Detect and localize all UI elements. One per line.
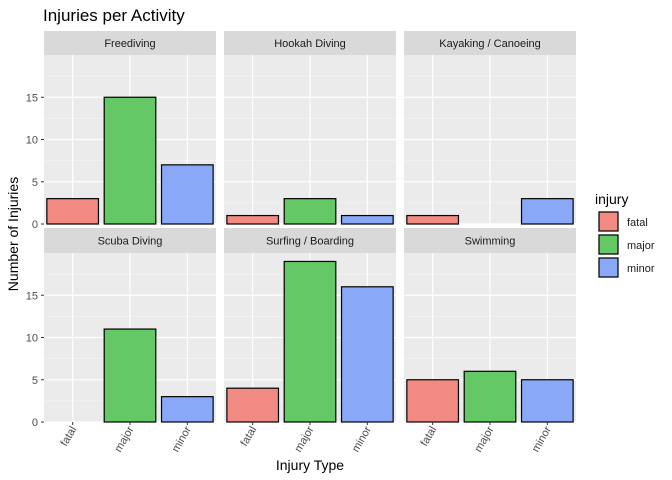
- x-tick-label-fatal: fatal: [418, 425, 439, 449]
- bar-surfing-boarding-minor: [340, 286, 394, 423]
- x-tick-label-major: major: [472, 424, 496, 454]
- bar-surfing-boarding-fatal: [226, 387, 280, 423]
- y-tick-label: 5: [32, 177, 38, 189]
- x-tick-label-minor: minor: [530, 424, 554, 454]
- legend-label-minor: minor: [627, 263, 655, 275]
- bar-freediving-fatal: [46, 198, 100, 225]
- legend-swatch-fatal: [598, 211, 619, 232]
- bar-freediving-minor: [160, 164, 214, 225]
- facet-strip-label: Surfing / Boarding: [266, 236, 354, 248]
- facet-strip-label: Freediving: [104, 38, 155, 50]
- x-tick-label-minor: minor: [350, 424, 374, 454]
- facet-strip-label: Hookah Diving: [274, 38, 346, 50]
- facet-freediving: Freediving 0 5 10 15: [26, 31, 216, 231]
- facet-surfing-boarding: Surfing / Boarding fatal major minor: [224, 228, 396, 454]
- bar-kayaking-canoeing-minor: [520, 198, 574, 225]
- y-axis-label: Number of Injuries: [5, 177, 21, 291]
- legend: injury fatal major minor: [595, 191, 655, 278]
- y-tick-label: 0: [32, 417, 38, 429]
- facet-panels: Freediving 0 5 10 15 Hookah Diving Kayaking / …: [26, 31, 576, 454]
- facet-hookah-diving: Hookah Diving: [224, 31, 396, 225]
- facet-strip: [44, 228, 216, 253]
- bar-hookah-diving-minor: [340, 214, 394, 225]
- chart-title: Injuries per Activity: [43, 6, 185, 25]
- facet-strip: [404, 31, 576, 55]
- bar-freediving-major: [103, 96, 157, 225]
- facet-strip-label: Kayaking / Canoeing: [439, 38, 541, 50]
- y-tick-label: 10: [26, 333, 38, 345]
- y-tick-label: 15: [26, 290, 38, 302]
- bar-kayaking-canoeing-fatal: [406, 214, 460, 225]
- legend-swatch-major: [598, 234, 619, 255]
- y-tick-label: 15: [26, 92, 38, 104]
- facet-kayaking-canoeing: Kayaking / Canoeing: [404, 31, 576, 225]
- x-axis-label: Injury Type: [276, 457, 344, 473]
- x-tick-label-major: major: [112, 424, 136, 454]
- x-tick-label-minor: minor: [170, 424, 194, 454]
- bar-surfing-boarding-major: [283, 260, 337, 423]
- legend-label-fatal: fatal: [627, 217, 648, 229]
- x-tick-label-major: major: [292, 424, 316, 454]
- facet-strip: [224, 31, 396, 55]
- y-tick-label: 10: [26, 135, 38, 147]
- facet-swimming: Swimming fatal major minor: [404, 228, 576, 454]
- facet-scuba-diving: Scuba Diving 0 5 10 15 fatal major minor: [26, 228, 216, 454]
- facet-strip: [224, 228, 396, 253]
- bar-scuba-diving-minor: [160, 396, 214, 423]
- facet-strip: [44, 31, 216, 55]
- y-tick-label: 5: [32, 375, 38, 387]
- x-tick-label-fatal: fatal: [58, 425, 79, 449]
- bar-hookah-diving-fatal: [226, 214, 280, 225]
- facet-strip-label: Scuba Diving: [98, 236, 163, 248]
- bar-scuba-diving-major: [103, 328, 157, 423]
- facet-strip-label: Swimming: [465, 236, 516, 248]
- legend-swatch-minor: [598, 257, 619, 278]
- legend-label-major: major: [627, 240, 655, 252]
- y-tick-label: 0: [32, 219, 38, 231]
- bar-swimming-minor: [520, 379, 574, 423]
- legend-title: injury: [595, 191, 628, 207]
- bar-hookah-diving-major: [283, 198, 337, 225]
- bar-swimming-major: [463, 370, 517, 423]
- facet-strip: [404, 228, 576, 253]
- x-tick-label-fatal: fatal: [238, 425, 259, 449]
- bar-swimming-fatal: [406, 379, 460, 423]
